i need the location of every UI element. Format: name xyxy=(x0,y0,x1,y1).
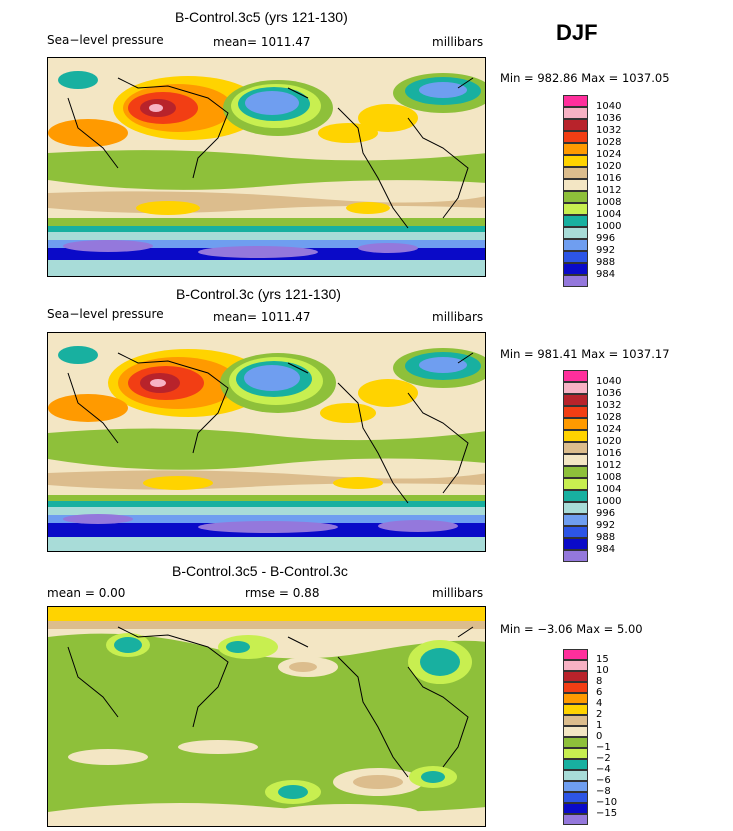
legend-label: 1028 xyxy=(596,137,622,148)
legend-label: 2 xyxy=(596,709,603,720)
panel2-mean-label: mean= 1011.47 xyxy=(213,310,311,324)
legend-label: 996 xyxy=(596,508,616,519)
panel1-variable-label: Sea−level pressure xyxy=(47,33,164,47)
legend-label: 1040 xyxy=(596,376,622,387)
legend-label: −6 xyxy=(596,775,611,786)
legend-label: 1016 xyxy=(596,448,622,459)
legend-label: −2 xyxy=(596,753,611,764)
legend-label: 1000 xyxy=(596,221,622,232)
legend-label: −10 xyxy=(596,797,618,808)
legend-label: 1 xyxy=(596,720,603,731)
legend-label: 1008 xyxy=(596,472,622,483)
legend-label: 1032 xyxy=(596,125,622,136)
panel3-mean-label: mean = 0.00 xyxy=(47,586,126,600)
coastline-outline-icon xyxy=(67,626,474,778)
legend-label: 1008 xyxy=(596,197,622,208)
panel3-map-svg xyxy=(48,607,485,826)
panel1-map xyxy=(47,57,486,277)
season-label: DJF xyxy=(556,20,598,45)
legend-label: 992 xyxy=(596,245,616,256)
legend-label: 992 xyxy=(596,520,616,531)
panel3-minmax: Min = −3.06 Max = 5.00 xyxy=(500,622,643,636)
legend-label: 1024 xyxy=(596,149,622,160)
legend-label: 1004 xyxy=(596,484,622,495)
legend-label: 0 xyxy=(596,731,603,742)
legend-label: −1 xyxy=(596,742,611,753)
panel3-rmse-label: rmse = 0.88 xyxy=(245,586,320,600)
legend-label: 1012 xyxy=(596,185,622,196)
legend-label: 8 xyxy=(596,676,603,687)
legend-label: −4 xyxy=(596,764,611,775)
legend-label: 4 xyxy=(596,698,603,709)
legend-label: −8 xyxy=(596,786,611,797)
legend-label: 984 xyxy=(596,269,616,280)
legend-label: 1020 xyxy=(596,161,622,172)
panel3-title: B-Control.3c5 - B-Control.3c xyxy=(172,563,348,579)
panel1-units-label: millibars xyxy=(432,35,484,49)
legend-label: 1028 xyxy=(596,412,622,423)
panel2-minmax: Min = 981.41 Max = 1037.17 xyxy=(500,347,670,361)
coastline-outline-icon xyxy=(67,352,474,504)
legend-label: 1036 xyxy=(596,388,622,399)
legend-label: 1036 xyxy=(596,113,622,124)
panel1-title: B-Control.3c5 (yrs 121-130) xyxy=(175,9,348,25)
panel3-map xyxy=(47,606,486,827)
legend-label: 1032 xyxy=(596,400,622,411)
panel1-map-svg xyxy=(48,58,485,276)
panel1-minmax: Min = 982.86 Max = 1037.05 xyxy=(500,71,670,85)
legend-label: 1012 xyxy=(596,460,622,471)
legend-label: 1004 xyxy=(596,209,622,220)
legend-label: 1024 xyxy=(596,424,622,435)
panel2-map xyxy=(47,332,486,552)
legend-label: 15 xyxy=(596,654,609,665)
legend-label: 1020 xyxy=(596,436,622,447)
legend-label: 988 xyxy=(596,257,616,268)
panel1-mean-label: mean= 1011.47 xyxy=(213,35,311,49)
legend-label: 10 xyxy=(596,665,609,676)
panel2-variable-label: Sea−level pressure xyxy=(47,307,164,321)
panel3-units-label: millibars xyxy=(432,586,484,600)
legend-label: 988 xyxy=(596,532,616,543)
panel2-title: B-Control.3c (yrs 121-130) xyxy=(176,286,341,302)
legend-label: 996 xyxy=(596,233,616,244)
legend-label: 1016 xyxy=(596,173,622,184)
panel2-map-svg xyxy=(48,333,485,551)
legend-label: 1000 xyxy=(596,496,622,507)
coastline-outline-icon xyxy=(67,77,474,229)
legend-label: −15 xyxy=(596,808,618,819)
legend-label: 6 xyxy=(596,687,603,698)
panel2-units-label: millibars xyxy=(432,310,484,324)
legend-label: 1040 xyxy=(596,101,622,112)
legend-label: 984 xyxy=(596,544,616,555)
